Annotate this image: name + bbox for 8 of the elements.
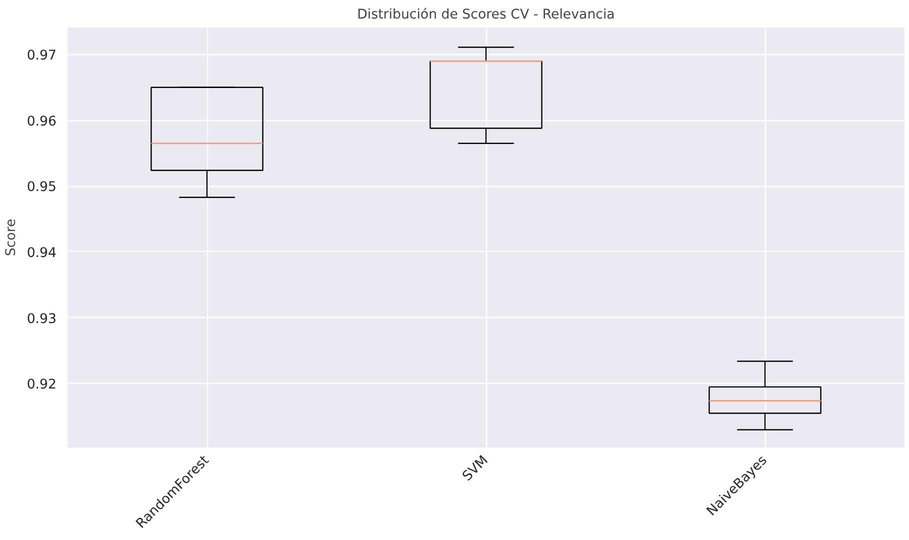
y-tick-label: 0.96 bbox=[26, 114, 57, 130]
y-tick-label: 0.95 bbox=[26, 180, 57, 196]
y-tick-label: 0.97 bbox=[26, 48, 57, 64]
y-tick-label: 0.94 bbox=[26, 246, 57, 261]
y-axis-title: Score bbox=[4, 218, 19, 256]
chart-title: Distribución de Scores CV - Relevancia bbox=[357, 8, 615, 22]
y-tick-label: 0.93 bbox=[26, 312, 57, 327]
y-tick-label: 0.92 bbox=[26, 378, 57, 393]
